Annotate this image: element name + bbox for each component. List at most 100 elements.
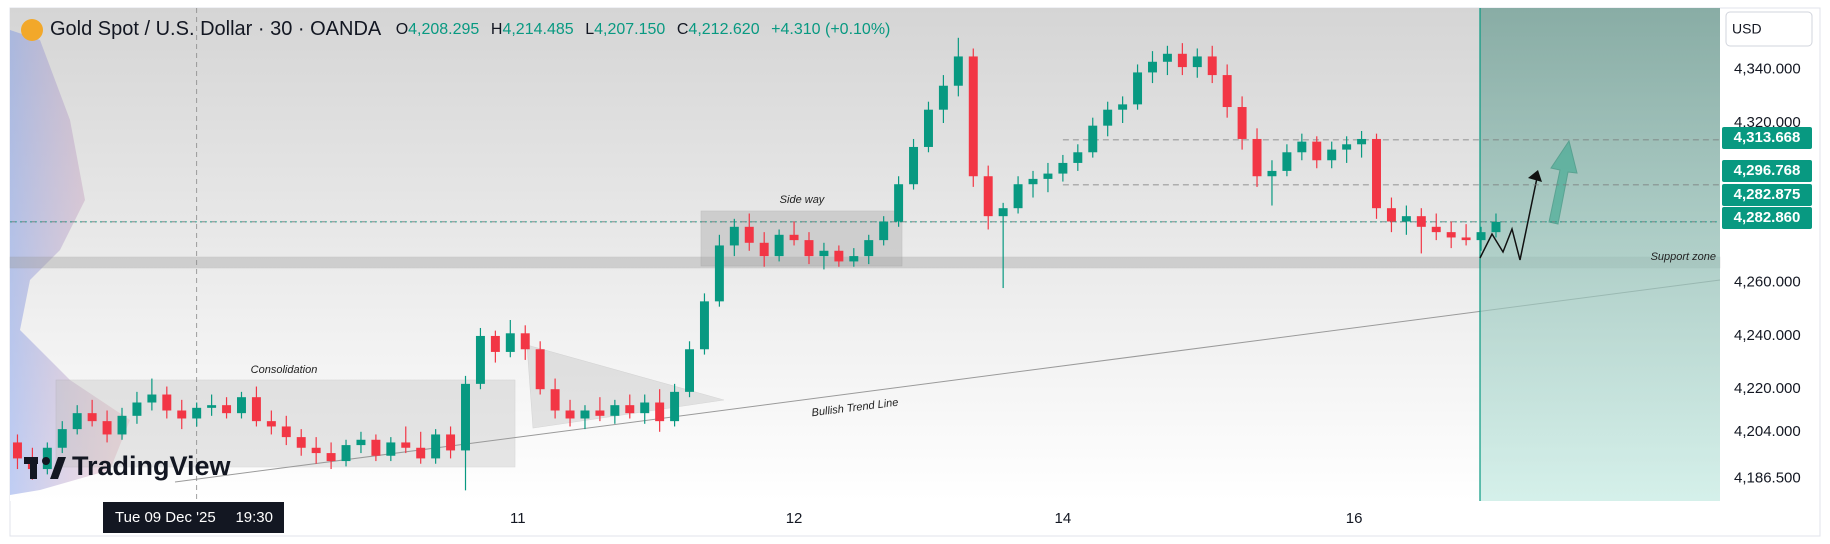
candle-body xyxy=(1118,104,1128,110)
candle-body xyxy=(1192,56,1202,68)
candle-body xyxy=(490,335,500,352)
candle-body xyxy=(625,405,635,414)
candle-body xyxy=(281,426,291,438)
y-tick-label: 4,204.000 xyxy=(1734,423,1801,440)
crosshair-label-bg xyxy=(103,502,284,533)
legend-key: O xyxy=(396,21,408,38)
candle-body xyxy=(1431,226,1441,233)
candle-body xyxy=(953,56,963,86)
candle-body xyxy=(670,391,680,422)
candle-body xyxy=(1416,216,1426,227)
candle-body xyxy=(1043,173,1053,179)
target-arrow xyxy=(1548,139,1578,225)
candle-body xyxy=(1177,53,1187,68)
candle-body xyxy=(386,442,396,456)
candle-body xyxy=(1476,232,1486,241)
candle-body xyxy=(416,447,426,459)
price-badge xyxy=(1722,184,1812,206)
candle-body xyxy=(968,56,978,177)
price-badge xyxy=(1722,127,1812,149)
currency-button[interactable] xyxy=(1725,11,1813,47)
candle-body xyxy=(834,250,844,262)
candle-body xyxy=(12,442,22,459)
y-tick-label: 4,340.000 xyxy=(1734,61,1801,78)
x-tick-label: 12 xyxy=(786,510,803,527)
projection-arrowhead xyxy=(1528,170,1542,182)
x-tick-label: 14 xyxy=(1055,510,1072,527)
candle-body xyxy=(759,242,769,257)
candle-body xyxy=(356,439,366,446)
candle-body xyxy=(207,405,217,408)
candle-body xyxy=(1357,138,1367,145)
candle-body xyxy=(580,410,590,419)
candle-body xyxy=(1207,56,1217,76)
support-label: Support zone xyxy=(1651,251,1716,263)
candle-body xyxy=(744,226,754,243)
symbol-icon xyxy=(21,19,43,41)
header: Gold Spot / U.S. Dollar · 30 · OANDA O4,… xyxy=(50,18,890,40)
y-tick-label: 4,186.500 xyxy=(1734,469,1801,486)
candle-body xyxy=(699,301,709,350)
candle-body xyxy=(326,453,336,462)
candle-body xyxy=(1312,141,1322,161)
candle-body xyxy=(655,402,665,422)
candle-body xyxy=(864,240,874,257)
price-badge-label: 4,313.668 xyxy=(1734,129,1801,146)
candle-body xyxy=(1013,184,1023,209)
candle-body xyxy=(1297,141,1307,153)
candle-body xyxy=(475,335,485,384)
candle-body xyxy=(1133,72,1143,105)
candle-body xyxy=(1058,162,1068,174)
candle-body xyxy=(595,410,605,416)
candle-body xyxy=(1162,53,1172,62)
y-tick-label: 4,320.000 xyxy=(1734,114,1801,131)
candle-body xyxy=(132,402,142,416)
candle-body xyxy=(505,333,515,352)
candle-body xyxy=(1148,61,1157,73)
candle-body xyxy=(1088,125,1098,153)
candle-body xyxy=(431,434,441,459)
candle-body xyxy=(341,445,351,462)
brand-logo: TradingView xyxy=(24,451,232,481)
y-tick-label: 4,240.000 xyxy=(1734,327,1801,344)
candle-body xyxy=(729,226,739,246)
candle-body xyxy=(1372,138,1381,209)
candle-body xyxy=(804,240,814,257)
candle-body xyxy=(535,349,545,390)
candle-body xyxy=(819,250,829,257)
candle-body xyxy=(998,208,1008,217)
y-tick-label: 4,220.000 xyxy=(1734,380,1801,397)
candle-body xyxy=(1446,232,1456,238)
candle-body xyxy=(879,221,889,241)
candle-body xyxy=(714,245,724,302)
candle-body xyxy=(1342,144,1352,150)
candle-body xyxy=(1401,216,1411,222)
candle-body xyxy=(1386,208,1396,222)
legend-key: H xyxy=(491,21,503,38)
y-tick-label: 4,260.000 xyxy=(1734,274,1801,291)
candle-body xyxy=(57,429,67,448)
data-layer xyxy=(10,8,1720,501)
candle-body xyxy=(401,442,411,448)
candle-body xyxy=(983,176,993,217)
consolidation-label: Consolidation xyxy=(251,364,318,376)
candle-body xyxy=(266,421,276,427)
price-badge xyxy=(1722,207,1812,229)
currency-label[interactable]: USD xyxy=(1732,21,1762,37)
candle-body xyxy=(1491,221,1501,233)
candle-body xyxy=(177,410,187,419)
brand-name: TradingView xyxy=(72,451,232,481)
candle-body xyxy=(923,109,933,147)
candle-body xyxy=(1267,170,1277,177)
candle-body xyxy=(251,397,261,422)
price-badge-label: 4,282.860 xyxy=(1734,209,1801,226)
candle-body xyxy=(147,394,157,403)
price-badge xyxy=(1722,160,1812,182)
sideway-label: Side way xyxy=(780,194,826,206)
candle-body xyxy=(102,421,112,435)
projection-path xyxy=(1479,172,1539,261)
candle-body xyxy=(117,415,127,435)
candle-body xyxy=(1103,109,1113,126)
legend-close: 4,212.620 xyxy=(688,21,759,38)
